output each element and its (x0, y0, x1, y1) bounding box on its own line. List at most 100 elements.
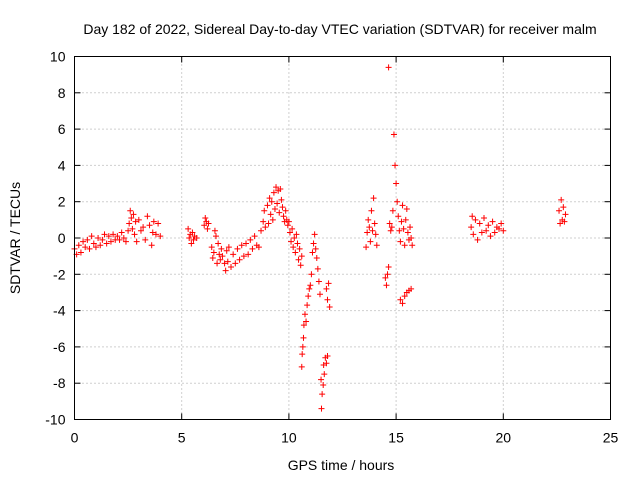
data-point (243, 240, 250, 247)
data-point (130, 211, 137, 218)
data-point (120, 235, 127, 241)
data-point (367, 238, 374, 245)
data-point (319, 391, 326, 398)
data-point (276, 209, 283, 216)
data-point (290, 244, 297, 251)
y-tick-label: -10 (45, 412, 65, 428)
data-point (245, 251, 252, 258)
data-point (472, 216, 479, 223)
data-point (292, 249, 299, 256)
data-point (470, 231, 477, 238)
data-point (383, 282, 390, 289)
data-point (107, 238, 114, 245)
y-tick-label: 4 (58, 157, 66, 173)
data-point (128, 215, 135, 222)
data-point (300, 322, 307, 329)
data-point (284, 222, 291, 229)
data-point (312, 245, 319, 252)
data-point (309, 249, 316, 256)
data-point (236, 256, 243, 263)
data-point (218, 245, 225, 252)
data-point (265, 220, 272, 227)
data-point (285, 218, 292, 225)
data-point (270, 189, 277, 196)
x-tick-label: 20 (496, 430, 512, 446)
data-point (323, 285, 330, 292)
data-point (238, 242, 245, 249)
data-point (408, 235, 415, 241)
data-point (228, 264, 235, 271)
data-point (247, 236, 254, 243)
y-tick-label: -4 (53, 303, 66, 319)
data-point (249, 245, 256, 252)
data-point (268, 198, 275, 205)
data-point (210, 249, 217, 256)
data-point (299, 351, 306, 358)
data-point (409, 242, 416, 249)
data-point (201, 222, 208, 229)
data-point (384, 271, 391, 278)
data-point (483, 227, 490, 234)
data-point (223, 247, 230, 254)
data-point (264, 202, 271, 209)
data-point (131, 231, 138, 238)
data-point (137, 227, 144, 234)
data-point (216, 251, 223, 258)
data-point (308, 271, 315, 278)
data-point (401, 242, 408, 249)
data-point (295, 256, 302, 263)
data-point (148, 242, 155, 249)
data-point (232, 260, 239, 267)
data-point (402, 216, 409, 223)
data-point (321, 371, 328, 378)
data-point (189, 229, 196, 236)
grid (74, 56, 611, 420)
data-point (318, 405, 325, 412)
data-point (398, 218, 405, 225)
data-point (152, 231, 159, 238)
data-point (122, 238, 129, 245)
data-point (224, 258, 231, 265)
data-point (389, 207, 396, 214)
data-point (77, 249, 84, 256)
y-tick-label: 10 (50, 49, 66, 65)
y-tick-label: -6 (53, 339, 66, 355)
data-point (556, 207, 563, 214)
data-point (149, 229, 156, 236)
data-point (261, 207, 268, 214)
data-point (407, 224, 414, 231)
data-point (188, 240, 195, 247)
data-point (388, 224, 395, 231)
data-point (101, 231, 108, 238)
data-point (221, 260, 228, 267)
data-point (118, 229, 125, 236)
data-point (277, 185, 284, 192)
data-point (298, 253, 305, 260)
data-point (114, 233, 121, 240)
data-point (557, 220, 564, 227)
data-point (314, 265, 321, 272)
data-point (390, 131, 397, 138)
data-point (140, 224, 147, 231)
data-point (185, 225, 192, 232)
data-point (300, 334, 307, 341)
y-tick-label: 8 (58, 85, 66, 101)
data-point (286, 229, 293, 236)
data-point (487, 233, 494, 240)
data-point (385, 64, 392, 71)
y-tick-label: 6 (58, 121, 66, 137)
data-point (315, 278, 322, 285)
data-point (105, 233, 112, 240)
data-point (298, 363, 305, 370)
data-point (266, 195, 273, 202)
data-point (474, 236, 481, 243)
data-point (371, 220, 378, 227)
data-point (209, 254, 216, 261)
data-point (260, 218, 267, 225)
data-point (150, 218, 157, 225)
data-point (496, 225, 503, 232)
data-point (306, 285, 313, 292)
data-point (469, 213, 476, 220)
data-point (80, 238, 87, 245)
